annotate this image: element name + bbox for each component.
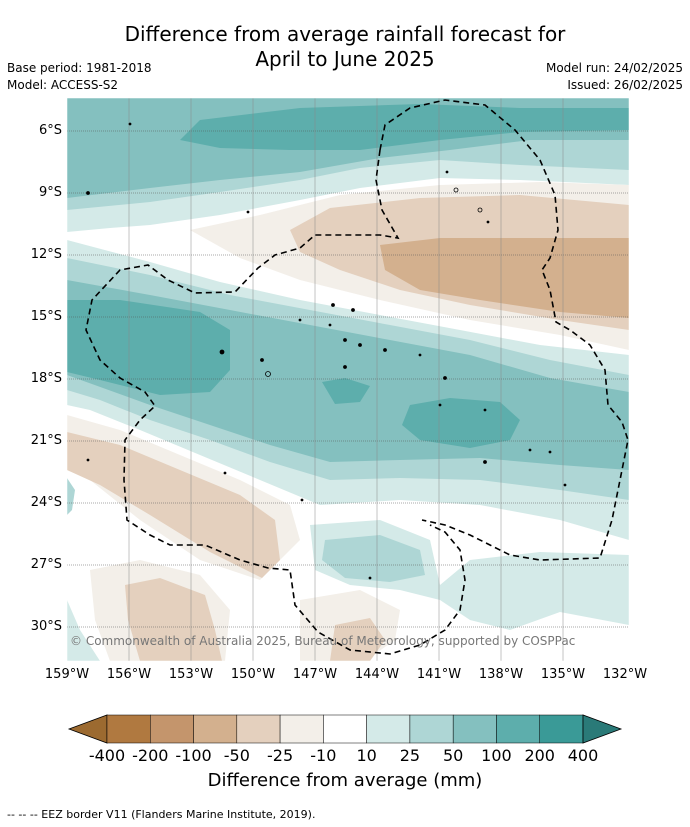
colorbar-tick-label: 200 bbox=[524, 746, 555, 765]
lat-label: 15°S bbox=[30, 309, 62, 324]
lon-label: 159°W bbox=[44, 667, 90, 682]
lon-label: 132°W bbox=[602, 667, 648, 682]
eez-french-polynesia bbox=[379, 99, 629, 561]
colorbar-tick-label: 50 bbox=[442, 746, 464, 765]
colorbar-tick-label: -200 bbox=[132, 746, 169, 765]
colorbar-tick-label: -25 bbox=[267, 746, 294, 765]
colorbar-bin bbox=[496, 714, 540, 744]
colorbar-bin bbox=[193, 714, 238, 744]
teal-blob-east bbox=[402, 398, 520, 448]
colorbar-tick-label: 100 bbox=[481, 746, 512, 765]
lon-label: 135°W bbox=[540, 667, 586, 682]
eez-footnote: -- -- -- EEZ border V11 (Flanders Marine… bbox=[7, 808, 316, 821]
colorbar-bin bbox=[452, 714, 497, 744]
brown-south-central-mid bbox=[330, 618, 385, 661]
map-title: Difference from average rainfall forecas… bbox=[0, 22, 690, 72]
colorbar-bin bbox=[236, 714, 281, 744]
colorbar-bin bbox=[150, 714, 194, 744]
lon-label: 156°W bbox=[106, 667, 152, 682]
brown-south-west-mid bbox=[125, 578, 222, 661]
map-frame bbox=[66, 97, 630, 662]
colorbar-extend-high bbox=[582, 714, 623, 744]
lon-label: 138°W bbox=[478, 667, 524, 682]
colorbar-bin bbox=[106, 714, 151, 744]
lon-label: 153°W bbox=[168, 667, 214, 682]
teal-southwest-corner bbox=[67, 600, 100, 661]
colorbar-tick-label: -50 bbox=[223, 746, 250, 765]
lon-label: 147°W bbox=[292, 667, 338, 682]
lat-label: 9°S bbox=[38, 185, 62, 200]
brown-band-south-mid bbox=[67, 432, 280, 578]
base-period: Base period: 1981-2018 bbox=[7, 61, 152, 75]
colorbar-bin bbox=[409, 714, 454, 744]
lat-label: 18°S bbox=[30, 371, 62, 386]
lat-label: 30°S bbox=[30, 619, 62, 634]
colorbar-tick-label: 400 bbox=[567, 746, 599, 765]
model-name: Model: ACCESS-S2 bbox=[7, 78, 119, 92]
eez-french-polynesia-inner bbox=[85, 149, 466, 655]
brown-band-north-strong bbox=[380, 238, 629, 318]
colorbar-tick-label: 10 bbox=[356, 746, 377, 765]
lat-label: 6°S bbox=[38, 123, 62, 138]
colorbar-bin bbox=[539, 714, 584, 744]
colorbar-tick-label: -400 bbox=[88, 746, 126, 765]
lon-label: 150°W bbox=[230, 667, 276, 682]
title-line-1: Difference from average rainfall forecas… bbox=[124, 22, 566, 46]
teal-band-north-core bbox=[180, 104, 629, 150]
colorbar-bin bbox=[366, 714, 411, 744]
colorbar-extend-low bbox=[67, 714, 108, 744]
colorbar-bin bbox=[279, 714, 324, 744]
islands bbox=[86, 122, 567, 580]
colorbar-bin bbox=[323, 714, 367, 744]
title-line-2: April to June 2025 bbox=[255, 47, 435, 71]
meta-right: Model run: 24/02/2025 Issued: 26/02/2025 bbox=[546, 60, 683, 94]
colorbar-tick-label: -100 bbox=[175, 746, 212, 765]
eez-borders bbox=[85, 99, 629, 655]
model-run: Model run: 24/02/2025 bbox=[545, 61, 683, 75]
copyright-notice: © Commonwealth of Australia 2025, Bureau… bbox=[70, 634, 576, 648]
teal-band-central-core bbox=[67, 300, 230, 395]
teal-blob-mid bbox=[322, 378, 370, 404]
meta-left: Base period: 1981-2018 Model: ACCESS-S2 bbox=[7, 60, 152, 94]
colorbar-tick-label: 25 bbox=[399, 746, 421, 765]
lon-label: 144°W bbox=[354, 667, 400, 682]
colorbar-tick-label: -10 bbox=[310, 746, 337, 765]
lat-label: 21°S bbox=[30, 433, 62, 448]
teal-south-mid bbox=[322, 535, 425, 582]
lat-label: 27°S bbox=[30, 557, 62, 572]
grid-lines bbox=[67, 98, 629, 661]
lat-label: 12°S bbox=[30, 247, 62, 262]
lon-label: 141°W bbox=[416, 667, 462, 682]
issued-date: Issued: 26/02/2025 bbox=[567, 78, 683, 92]
colorbar bbox=[67, 714, 623, 744]
lat-label: 24°S bbox=[30, 495, 62, 510]
teal-west-edge bbox=[67, 478, 75, 515]
map-contours bbox=[67, 98, 629, 661]
colorbar-title: Difference from average (mm) bbox=[207, 770, 483, 791]
